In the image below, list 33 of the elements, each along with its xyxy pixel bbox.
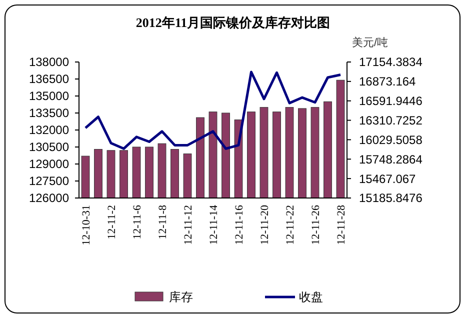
y2-tick-label: 16873.164 (359, 74, 416, 89)
y-tick-label: 129000 (28, 157, 70, 172)
line-series (84, 70, 342, 150)
x-tick-label: 12-11-26 (310, 204, 322, 245)
x-tick-label: 12-11-6 (131, 204, 144, 240)
x-tick-label: 12-11-2 (106, 205, 118, 240)
x-tick-label: 12-10-31 (80, 205, 92, 246)
y-tick-label: 133500 (28, 106, 70, 120)
legend-label: 收盘 (299, 290, 323, 304)
x-tick-label: 12-11-16 (233, 204, 246, 245)
y-tick-label: 132000 (28, 123, 70, 138)
y2-tick-label: 15467.067 (359, 172, 416, 186)
y-tick-label: 136500 (28, 72, 70, 86)
y2-tick-label: 17154.3834 (359, 55, 423, 70)
y-tick-label: 130500 (28, 140, 70, 154)
y-tick-label: 138000 (28, 55, 70, 70)
x-tick-label: 12-11-14 (208, 204, 220, 245)
x-tick-label: 12-11-20 (258, 204, 271, 245)
y2-tick-label: 16310.7252 (359, 113, 423, 128)
y2-axis-title: 美元/吨 (352, 36, 388, 49)
y-tick-label: 127500 (28, 174, 70, 188)
y2-tick-label: 16029.5058 (359, 132, 423, 147)
x-tick-label: 12-11-8 (156, 204, 169, 240)
y-tick-label: 126000 (28, 191, 70, 206)
legend-label: 库存 (169, 290, 193, 304)
x-tick-label: 12-11-12 (182, 205, 194, 245)
y-tick-label: 135000 (28, 89, 70, 104)
y2-tick-label: 15185.8476 (359, 191, 423, 206)
y2-tick-label: 15748.2864 (359, 152, 423, 166)
chart-title: 2012年11月国际镍价及库存对比图 (136, 15, 330, 30)
y2-tick-label: 16591.9446 (359, 94, 423, 108)
x-tick-label: 12-11-22 (284, 205, 296, 245)
x-tick-label: 12-11-28 (335, 204, 348, 245)
